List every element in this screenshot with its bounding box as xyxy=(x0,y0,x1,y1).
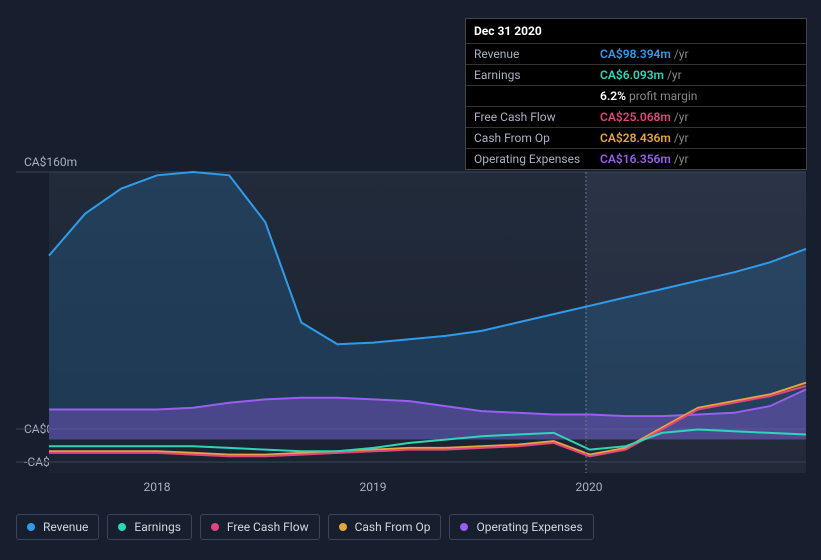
legend-label: Earnings xyxy=(134,520,181,534)
legend-label: Cash From Op xyxy=(355,520,431,534)
y-axis-label: CA$160m xyxy=(24,155,77,169)
legend-dot-icon xyxy=(27,523,35,531)
legend-item[interactable]: Revenue xyxy=(16,514,99,540)
x-axis-label: 2020 xyxy=(576,480,603,494)
legend-item[interactable]: Earnings xyxy=(107,514,192,540)
tooltip-date: Dec 31 2020 xyxy=(466,19,806,43)
chart-legend: Revenue Earnings Free Cash Flow Cash From O… xyxy=(16,514,594,540)
legend-dot-icon xyxy=(460,523,468,531)
x-axis-label: 2018 xyxy=(144,480,171,494)
legend-dot-icon xyxy=(118,523,126,531)
legend-label: Free Cash Flow xyxy=(227,520,309,534)
tooltip-profit-margin: 6.2%profit margin xyxy=(592,86,806,106)
tooltip-metric-label: Revenue xyxy=(466,44,592,64)
tooltip-metric-label: Free Cash Flow xyxy=(466,107,592,127)
tooltip-metric-label: Operating Expenses xyxy=(466,149,592,169)
legend-item[interactable]: Cash From Op xyxy=(328,514,442,540)
legend-dot-icon xyxy=(211,523,219,531)
tooltip-row: 6.2%profit margin xyxy=(466,85,806,106)
tooltip-metric-value: CA$98.394m/yr xyxy=(592,44,806,64)
tooltip-row: Free Cash FlowCA$25.068m/yr xyxy=(466,106,806,127)
tooltip-metric-label: Cash From Op xyxy=(466,128,592,148)
tooltip-row: Cash From OpCA$28.436m/yr xyxy=(466,127,806,148)
tooltip-metric-value: CA$25.068m/yr xyxy=(592,107,806,127)
financial-chart[interactable] xyxy=(16,172,806,473)
tooltip-metric-value: CA$16.356m/yr xyxy=(592,149,806,169)
series-area-revenue xyxy=(49,172,806,440)
legend-label: Revenue xyxy=(43,520,88,534)
legend-label: Operating Expenses xyxy=(476,520,582,534)
x-axis-label: 2019 xyxy=(360,480,387,494)
tooltip-row: RevenueCA$98.394m/yr xyxy=(466,43,806,64)
tooltip-row: EarningsCA$6.093m/yr xyxy=(466,64,806,85)
tooltip-metric-value: CA$28.436m/yr xyxy=(592,128,806,148)
legend-dot-icon xyxy=(339,523,347,531)
tooltip-metric-label: Earnings xyxy=(466,65,592,85)
legend-item[interactable]: Free Cash Flow xyxy=(200,514,320,540)
tooltip-row: Operating ExpensesCA$16.356m/yr xyxy=(466,148,806,169)
legend-item[interactable]: Operating Expenses xyxy=(449,514,593,540)
chart-tooltip: Dec 31 2020 RevenueCA$98.394m/yrEarnings… xyxy=(465,18,807,170)
tooltip-metric-value: CA$6.093m/yr xyxy=(592,65,806,85)
